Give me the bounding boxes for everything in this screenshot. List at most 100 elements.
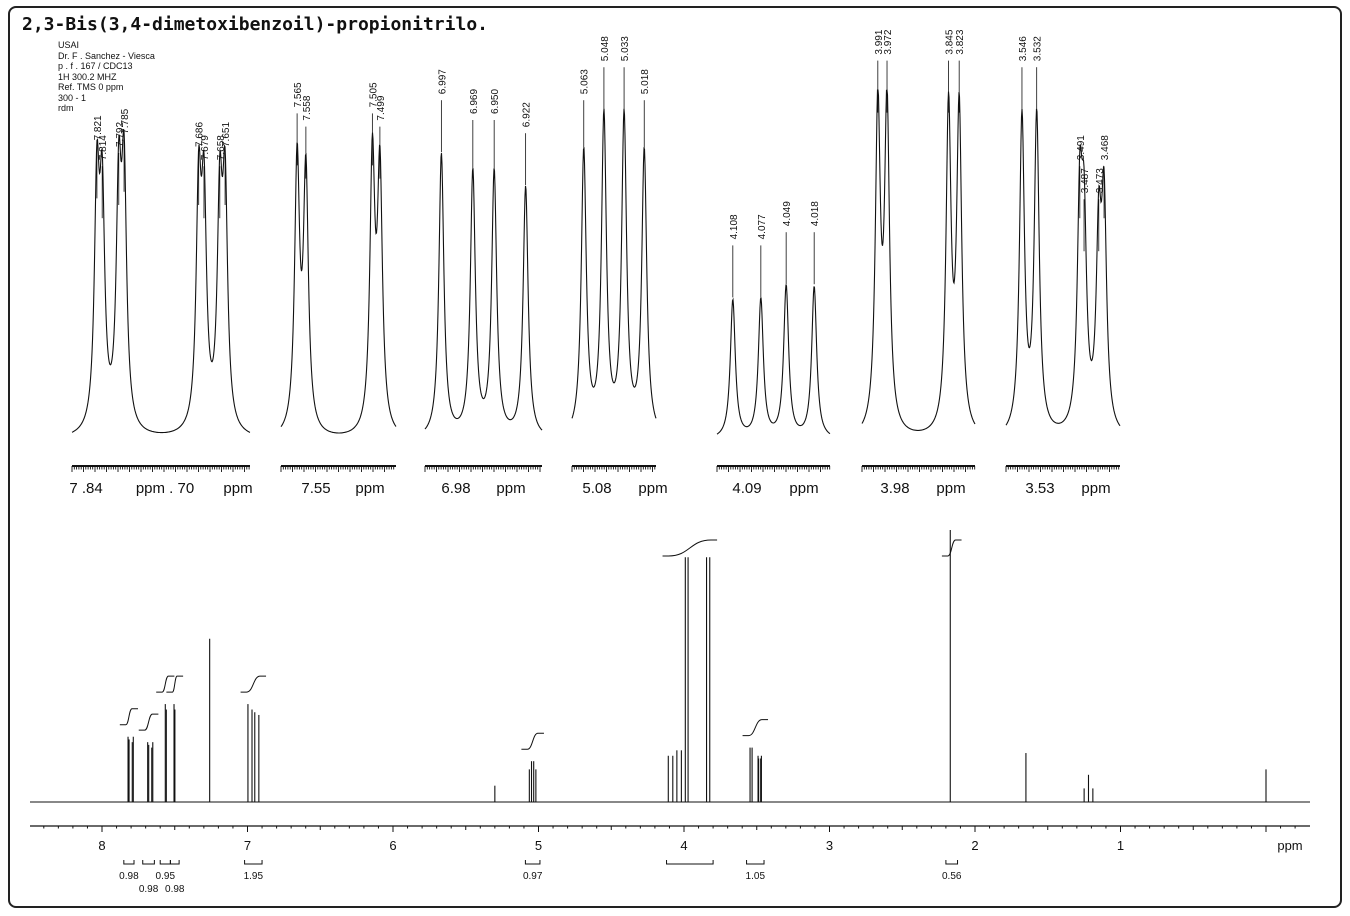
integral-bracket	[169, 860, 180, 865]
expansion-lineshape	[571, 108, 657, 419]
expansion-axis-label: 7.55	[301, 480, 330, 497]
param-line: rdm	[58, 103, 74, 113]
param-line: Dr. F . Sanchez - Viesca	[58, 50, 155, 61]
expansion-axis-label: 5.08	[582, 480, 611, 497]
integral-bracket	[746, 860, 765, 865]
expansion-axis-label: ppm	[355, 480, 384, 497]
param-line: 1H 300.2 MHZ	[58, 71, 117, 82]
peak-shift-label: 6.997	[437, 69, 448, 94]
expansion-lineshape	[424, 153, 543, 431]
peak-shift-label: 3.532	[1033, 36, 1044, 61]
expansion-axis-label: ppm	[638, 480, 667, 497]
x-axis-tick-label: 3	[826, 838, 833, 853]
expansion-axis-label: 3.53	[1025, 480, 1054, 497]
x-axis-tick-label: 1	[1117, 838, 1124, 853]
peak-shift-label: 7.505	[368, 82, 379, 107]
integral-curve	[119, 708, 139, 726]
x-axis-tick-label: 4	[680, 838, 687, 853]
page-title: 2,3-Bis(3,4-dimetoxibenzoil)-propionitri…	[22, 14, 488, 35]
integral-curve	[662, 539, 718, 557]
integral-curve	[240, 675, 267, 693]
x-axis-tick-label: 7	[244, 838, 251, 853]
integral-bracket	[123, 860, 135, 865]
integral-bracket	[244, 860, 263, 865]
peak-shift-label: 3.845	[945, 29, 956, 54]
expansion-lineshape	[861, 89, 976, 431]
page-frame	[8, 6, 1342, 908]
peak-shift-label: 7.679	[200, 135, 211, 160]
expansion-axis-label: ppm	[936, 480, 965, 497]
expansion-lineshape	[1005, 108, 1121, 427]
x-axis-tick-label: 8	[98, 838, 105, 853]
integral-value: 0.98	[139, 884, 159, 895]
peak-shift-label: 3.972	[883, 29, 894, 54]
integral-value: 0.98	[119, 871, 139, 882]
peak-shift-label: 4.108	[729, 214, 740, 239]
peak-shift-label: 5.018	[640, 69, 651, 94]
expansion-axis-label: 6.98	[441, 480, 470, 497]
peak-shift-label: 5.033	[620, 36, 631, 61]
acquisition-parameters: USAI Dr. F . Sanchez - Viesca p . f . 16…	[58, 40, 155, 114]
peak-shift-label: 3.991	[874, 29, 885, 54]
param-line: USAI	[58, 40, 80, 50]
integral-value: 0.97	[523, 871, 543, 882]
integral-value: 1.05	[746, 871, 766, 882]
integral-curve	[156, 675, 175, 693]
integral-bracket	[945, 860, 959, 865]
x-axis-tick-label: 5	[535, 838, 542, 853]
expansion-axis-label: ppm	[223, 480, 252, 497]
expansion-lineshape	[280, 132, 397, 434]
peak-shift-label: 7.558	[302, 95, 313, 120]
integral-value: 1.95	[244, 871, 264, 882]
peak-shift-label: 3.473	[1095, 168, 1106, 193]
integral-value: 0.95	[156, 871, 176, 882]
peak-shift-label: 3.487	[1080, 168, 1091, 193]
peak-shift-label: 3.823	[955, 29, 966, 54]
expansion-lineshape	[71, 129, 251, 434]
expansion-axis-label: ppm	[789, 480, 818, 497]
integral-value: 0.56	[942, 871, 962, 882]
integral-bracket	[142, 860, 155, 865]
peak-shift-label: 7.792	[115, 122, 126, 147]
integral-curve	[521, 732, 544, 750]
peak-shift-label: 5.063	[580, 69, 591, 94]
peak-shift-label: 4.077	[757, 214, 768, 239]
peak-shift-label: 7.565	[293, 82, 304, 107]
peak-shift-label: 7.686	[195, 122, 206, 147]
peak-shift-label: 4.049	[782, 201, 793, 226]
integral-curve	[166, 675, 184, 693]
peak-shift-label: 6.922	[522, 102, 533, 127]
integral-value: 0.98	[165, 884, 185, 895]
expansion-axis-label: ppm	[496, 480, 525, 497]
peak-shift-label: 5.048	[600, 36, 611, 61]
param-line: 300 - 1	[58, 92, 87, 103]
expansion-axis-label: ppm . 70	[136, 480, 194, 497]
peak-shift-label: 6.950	[490, 89, 501, 114]
peak-shift-label: 7.785	[120, 108, 131, 133]
integral-curve	[742, 719, 769, 737]
expansion-axis-label: 7 .84	[69, 480, 102, 497]
x-axis-title: ppm	[1277, 838, 1302, 853]
peak-shift-label: 4.018	[810, 201, 821, 226]
expansion-axis-label: 3.98	[880, 480, 909, 497]
peak-shift-label: 6.969	[469, 89, 480, 114]
peak-shift-label: 3.468	[1100, 135, 1111, 160]
param-line: p . f . 167 / CDC13	[58, 61, 133, 71]
peak-shift-label: 7.499	[376, 95, 387, 120]
peak-shift-label: 7.658	[216, 135, 227, 160]
expansion-axis-label: 4.09	[732, 480, 761, 497]
peak-shift-label: 3.491	[1076, 135, 1087, 160]
expansion-lineshape	[716, 284, 831, 435]
integral-bracket	[159, 860, 171, 865]
integral-curve	[941, 539, 962, 557]
x-axis-tick-label: 2	[971, 838, 978, 853]
param-line: Ref. TMS 0 ppm	[58, 82, 124, 92]
integral-curve	[138, 713, 159, 731]
peak-shift-label: 7.651	[221, 122, 232, 147]
integral-bracket	[666, 860, 714, 865]
peak-shift-label: 7.814	[98, 135, 109, 160]
expansion-axis-label: ppm	[1081, 480, 1110, 497]
x-axis-tick-label: 6	[389, 838, 396, 853]
peak-shift-label: 3.546	[1018, 36, 1029, 61]
